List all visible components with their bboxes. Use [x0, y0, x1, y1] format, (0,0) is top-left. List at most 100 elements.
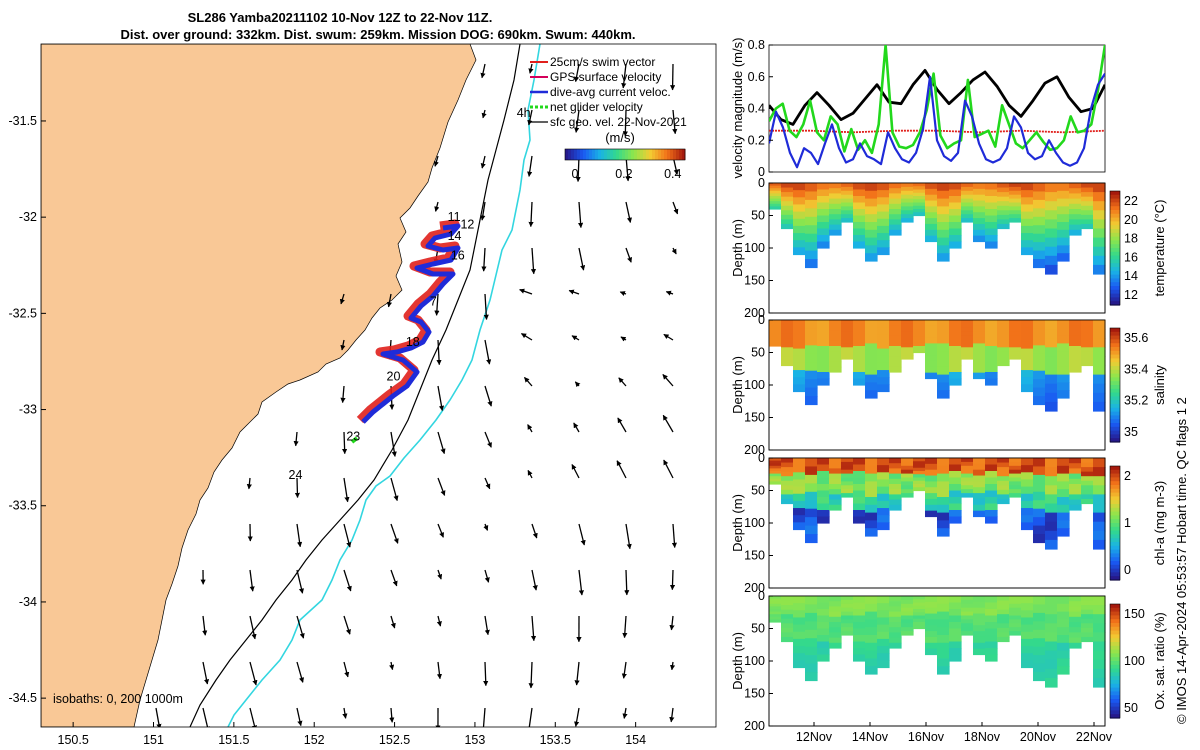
section-cell [1093, 623, 1106, 633]
section-cell [1069, 622, 1082, 628]
section-cell [1045, 614, 1058, 624]
section-cell [1069, 484, 1082, 490]
colorbar-segment [1110, 229, 1120, 234]
section-tick-label: 100 [744, 654, 765, 668]
section-cell [1045, 650, 1058, 661]
section-cell [769, 183, 782, 187]
section-cell [997, 609, 1010, 615]
velocity-arrow [437, 385, 445, 412]
section-cell [793, 653, 806, 661]
section-cell [865, 190, 878, 200]
velocity-tick-label: 0.2 [748, 133, 765, 147]
section-cell [1045, 632, 1058, 643]
velocity-arrow [528, 661, 534, 689]
section-cell [877, 233, 890, 241]
colorbar-segment [607, 149, 611, 160]
section-cell [781, 636, 794, 643]
section-cell [901, 190, 914, 196]
colorbar-segment [1110, 289, 1120, 295]
section-cell [1045, 374, 1058, 385]
section-cell [781, 485, 794, 491]
section-cell [817, 378, 830, 386]
section-cell [1057, 635, 1070, 644]
section-cell [1009, 320, 1022, 325]
velocity-arrow [571, 464, 580, 479]
velocity-arrow [481, 109, 487, 119]
section-cell [805, 638, 818, 648]
colorbar-segment [1110, 335, 1120, 340]
section-cell [913, 199, 926, 204]
velocity-arrow [574, 707, 580, 727]
section-cell [769, 190, 782, 194]
map-y-tick-label: -33 [19, 403, 37, 417]
velocity-ticks: 00.20.40.60.8 [748, 38, 773, 179]
section-cell [1045, 338, 1058, 348]
section-cell [877, 362, 890, 371]
section-cell [853, 510, 866, 518]
velocity-arrow [671, 247, 677, 255]
section-cell [901, 186, 914, 192]
section-cell [781, 462, 794, 468]
velocity-arrow [578, 201, 584, 229]
section-cell [817, 189, 830, 197]
section-cell [997, 338, 1010, 344]
section-cell [901, 458, 914, 463]
section-cell [865, 658, 878, 667]
velocity-arrow [622, 615, 628, 639]
velocity-tick-label: 0 [758, 165, 765, 179]
section-cell [769, 616, 782, 620]
section-cell [1069, 351, 1082, 357]
section-cell [1093, 494, 1106, 505]
section-cell [985, 648, 998, 656]
section-cell [1033, 320, 1046, 330]
land-mass [41, 44, 477, 727]
section-cell [1009, 206, 1022, 211]
section-cell [961, 615, 974, 620]
section-cell [1093, 512, 1106, 523]
section-cell [1093, 356, 1106, 367]
colorbar-segment [1110, 634, 1120, 639]
section-cell [877, 603, 890, 611]
section-cell [949, 333, 962, 341]
section-cell [1093, 383, 1106, 394]
section-cell [889, 219, 902, 226]
map-x-tick-label: 153 [464, 733, 485, 747]
section-cell [769, 335, 782, 339]
section-cell [1081, 476, 1094, 482]
section-cell [865, 520, 878, 529]
section-cell [805, 525, 818, 535]
section-cell [985, 196, 998, 204]
section-cell [1093, 659, 1106, 670]
section-cell [1033, 225, 1046, 235]
colorbar-tick-label: 35.4 [1124, 362, 1148, 376]
section-cell [889, 229, 902, 236]
section-cell [805, 612, 818, 622]
map-y-tick-label: -32 [19, 210, 37, 224]
section-cell [841, 473, 854, 479]
section-cell [913, 323, 926, 328]
colorbar-tick-label: 35.6 [1124, 331, 1148, 345]
section-cell [781, 338, 794, 344]
section-cell [1021, 225, 1034, 234]
section-cell [1021, 631, 1034, 640]
velocity-arrow [571, 335, 580, 341]
section-cell [1021, 197, 1034, 206]
section-cell [973, 625, 986, 632]
velocity-arrow [521, 332, 533, 341]
section-cell [853, 641, 866, 649]
colorbar-segment [574, 149, 578, 160]
section-cell [865, 528, 878, 537]
section-cell [985, 202, 998, 210]
section-cell [817, 464, 830, 472]
velocity-ylabel: velocity magnitude (m/s) [730, 38, 745, 179]
section-cell [961, 194, 974, 200]
section-cell [1009, 603, 1022, 609]
section-cell [853, 365, 866, 373]
section-cell [817, 609, 830, 617]
section-cell [769, 320, 782, 324]
colorbar-segment [1110, 240, 1120, 245]
section-cell [985, 602, 998, 610]
section-cell [805, 336, 818, 346]
section-cell [841, 485, 854, 490]
colorbar-segment [631, 149, 635, 160]
